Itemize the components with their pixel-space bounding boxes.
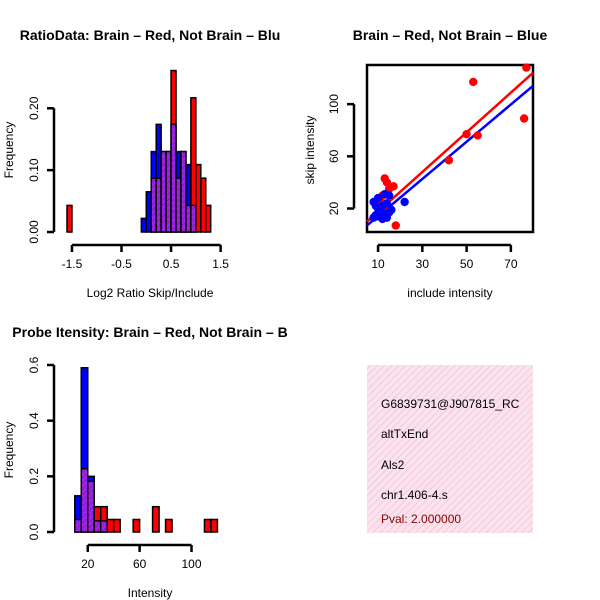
gene-name-text: Als2 [381, 458, 405, 472]
ratio-bar-brain [66, 204, 73, 233]
ratio-histogram-panel: RatioData: Brain – Red, Not Brain – Blu … [2, 27, 280, 300]
scatter-title: Brain – Red, Not Brain – Blue [353, 27, 548, 43]
scatter-x-tick-label: 50 [460, 257, 474, 271]
scatter-point-not-brain [387, 205, 396, 215]
probe-id-text: G6839731@J907815_RC [381, 397, 520, 411]
scatter-fit-lines [366, 71, 534, 227]
ratio-bar-overlap-hatch [171, 124, 177, 232]
ratio-y-tick-label: 0.20 [27, 96, 41, 120]
probe-info-panel: G6839731@J907815_RC altTxEnd Als2 chr1.4… [367, 365, 533, 533]
ratio-x-tick-label: 0.5 [163, 257, 180, 271]
intensity-bar-overlap-hatch [74, 519, 82, 532]
scatter-points [369, 63, 531, 230]
scatter-point-brain [389, 182, 398, 191]
ratio-histogram-xlabel: Log2 Ratio Skip/Include [87, 286, 214, 300]
ratio-bar-overlap-hatch [176, 178, 181, 232]
scatter-point-brain [522, 63, 531, 72]
intensity-y-tick-label: 0.4 [27, 412, 41, 429]
scatter-x-tick-label: 30 [416, 257, 430, 271]
intensity-histogram-ylabel: Frequency [2, 422, 16, 479]
ratio-y-tick-label: 0.00 [27, 220, 41, 244]
intensity-histogram-bars [74, 367, 219, 533]
ratio-y-tick-label: 0.10 [27, 158, 41, 182]
scatter-point-brain [519, 114, 529, 123]
ratio-x-tick-label: -1.5 [62, 257, 83, 271]
intensity-x-tick-label: 60 [133, 557, 147, 571]
scatter-x-tick-label: 70 [504, 257, 518, 271]
probe-info-clip-mask [533, 390, 600, 420]
intensity-bar-brain [112, 518, 121, 533]
scatter-point-brain [473, 131, 482, 140]
ratio-x-tick-label: -0.5 [111, 257, 132, 271]
scatter-point-not-brain [382, 199, 392, 208]
ratio-bar-overlap-hatch [190, 205, 196, 232]
intensity-histogram-axes: 20 60 100 0.0 0.2 0.4 0.6 [27, 356, 202, 571]
scatter-ylabel: skip intensity [303, 116, 317, 185]
intensity-scatter-panel: Brain – Red, Not Brain – Blue 10 30 50 70 20… [303, 27, 547, 300]
intensity-bar-brain [132, 518, 141, 533]
intensity-bar-brain [106, 518, 115, 533]
ratio-histogram-bars [66, 69, 212, 233]
scatter-point-not-brain [380, 189, 389, 199]
location-text: chr1.406-4.s [381, 488, 448, 502]
scatter-point-brain [462, 129, 471, 139]
scatter-point-not-brain [369, 213, 378, 222]
event-type-text: altTxEnd [381, 427, 428, 441]
intensity-histogram-title: Probe Itensity: Brain – Red, Not Brain –… [12, 324, 287, 340]
scatter-fit-line-brain [366, 71, 534, 223]
scatter-x-tick-label: 10 [371, 257, 385, 271]
ratio-bar-overlap-hatch [156, 178, 162, 232]
scatter-point-brain [382, 178, 392, 187]
intensity-bar-overlap-hatch [87, 481, 95, 532]
scatter-plot-frame [365, 63, 535, 234]
scatter-point-not-brain [373, 193, 383, 203]
intensity-y-tick-label: 0.2 [27, 468, 41, 485]
intensity-x-tick-label: 20 [81, 557, 95, 571]
intensity-bar-overlap-hatch [100, 520, 108, 532]
scatter-fit-line-not-brain [366, 84, 534, 227]
scatter-axes: 10 30 50 70 20 60 100 [327, 94, 518, 271]
pval-text: Pval: 2.000000 [381, 512, 461, 526]
scatter-point-brain [391, 221, 400, 230]
scatter-point-brain [469, 77, 478, 87]
ratio-bar-overlap-hatch [185, 205, 191, 232]
ratio-histogram-ylabel: Frequency [2, 122, 16, 179]
intensity-bar-brain [210, 518, 219, 533]
intensity-bar-brain [203, 518, 212, 533]
intensity-y-tick-label: 0.0 [27, 523, 41, 540]
probe-info-background [367, 365, 533, 533]
ratio-bar-overlap-hatch [180, 151, 186, 232]
ratio-histogram-axes: -1.5 -0.5 0.5 1.5 0.00 0.10 0.20 [27, 96, 229, 271]
scatter-xlabel: include intensity [407, 286, 492, 300]
intensity-bar-overlap-hatch [94, 520, 101, 532]
intensity-bar-overlap-hatch [81, 468, 88, 532]
intensity-histogram-xlabel: Intensity [128, 586, 173, 600]
scatter-y-tick-label: 100 [327, 94, 341, 114]
ratio-bar-overlap-hatch [161, 151, 167, 232]
intensity-x-tick-label: 100 [181, 557, 201, 571]
intensity-bar-brain [164, 518, 173, 533]
ratio-histogram-title: RatioData: Brain – Red, Not Brain – Blu [20, 27, 281, 43]
intensity-y-tick-label: 0.6 [27, 356, 41, 373]
intensity-bar-brain [151, 505, 160, 533]
scatter-point-not-brain [400, 197, 409, 207]
intensity-histogram-panel: Probe Itensity: Brain – Red, Not Brain –… [2, 324, 288, 600]
scatter-point-brain [444, 156, 454, 165]
ratio-x-tick-label: 1.5 [212, 257, 229, 271]
ratio-bar-overlap-hatch [166, 151, 172, 232]
scatter-y-tick-label: 60 [327, 149, 341, 163]
ratio-bar-overlap-hatch [151, 178, 157, 232]
ratio-bar-brain [204, 204, 212, 233]
scatter-y-tick-label: 20 [327, 202, 341, 216]
